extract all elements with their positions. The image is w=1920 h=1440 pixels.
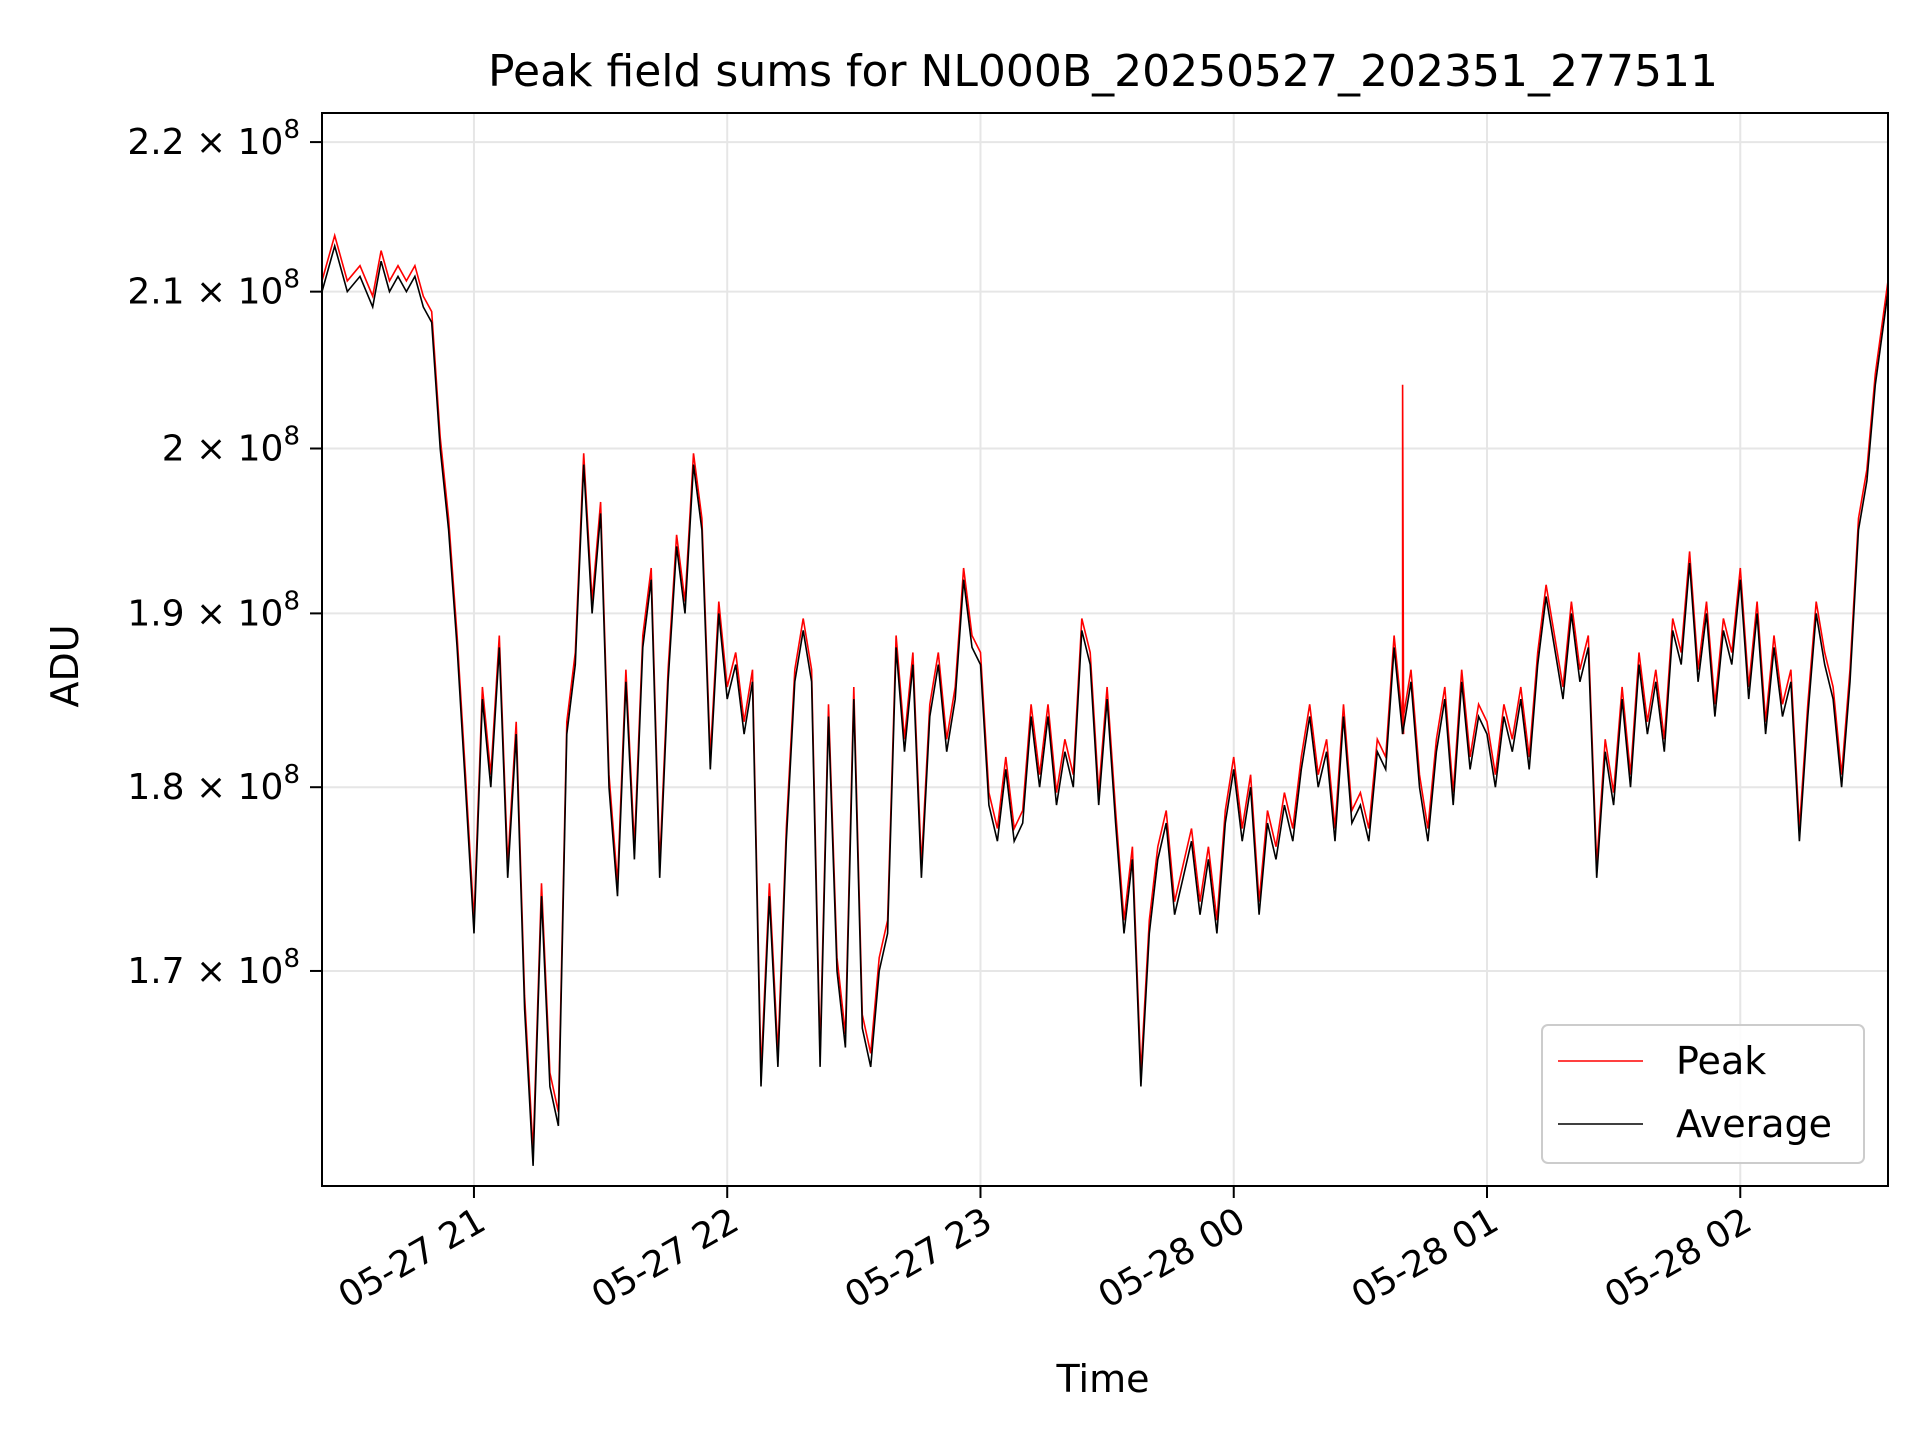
y-tick-exponent: 8 (283, 760, 300, 790)
y-tick-mantissa: 1.8 × 10 (127, 767, 283, 808)
legend-box (1541, 1024, 1865, 1164)
y-tick-label: 2.1 × 108 (127, 265, 300, 313)
y-tick-exponent: 8 (283, 944, 300, 974)
chart-title: Peak field sums for NL000B_20250527_2023… (488, 46, 1718, 97)
y-tick-label: 1.7 × 108 (127, 944, 300, 992)
y-tick-exponent: 8 (283, 115, 300, 145)
y-axis-title: ADU (43, 624, 87, 707)
y-tick-exponent: 8 (283, 265, 300, 295)
y-tick-mantissa: 1.9 × 10 (127, 593, 283, 634)
y-tick-label: 1.8 × 108 (127, 760, 300, 808)
legend-average-label: Average (1676, 1102, 1832, 1146)
y-tick-mantissa: 2.1 × 10 (127, 272, 283, 313)
y-tick-mantissa: 1.7 × 10 (127, 951, 283, 992)
y-tick-label: 1.9 × 108 (127, 586, 300, 634)
grid (322, 113, 1888, 1186)
series-layer (321, 232, 1889, 1166)
peak-spike-line (1401, 384, 1405, 735)
y-tick-exponent: 8 (283, 421, 300, 451)
plot-area-frame (321, 112, 1889, 1187)
y-tick-exponent: 8 (283, 586, 300, 616)
legend: Peak Average (1541, 1024, 1865, 1164)
y-tick-label: 2.2 × 108 (127, 115, 300, 163)
y-tick-label: 2 × 108 (162, 421, 300, 469)
average-series-line (321, 243, 1889, 1166)
y-tick-mantissa: 2.2 × 10 (127, 122, 283, 163)
x-axis-title: Time (1056, 1357, 1150, 1401)
y-tick-mantissa: 2 × 10 (162, 428, 284, 469)
peak-series-line (321, 232, 1889, 1152)
legend-peak-label: Peak (1676, 1039, 1766, 1083)
